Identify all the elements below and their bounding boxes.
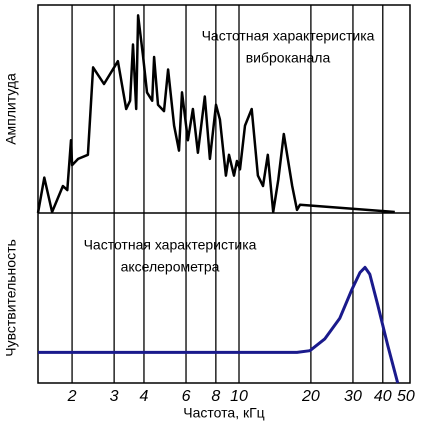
x-tick-label: 6 bbox=[182, 388, 191, 405]
data-line bbox=[36, 14, 395, 214]
x-tick-label: 10 bbox=[230, 388, 248, 405]
frame bbox=[37, 4, 411, 384]
x-tick-label: 30 bbox=[344, 388, 362, 405]
x-tick-label: 2 bbox=[67, 388, 77, 405]
x-tick-label: 50 bbox=[397, 388, 415, 405]
annotation: акселерометра bbox=[121, 259, 220, 275]
annotation: Частотная характеристика bbox=[202, 28, 375, 44]
x-tick-label: 40 bbox=[374, 388, 392, 405]
data-line bbox=[38, 265, 400, 384]
annotation: виброканала bbox=[246, 50, 331, 66]
x-tick-label: 4 bbox=[140, 388, 149, 405]
y-axis-label: Амплитуда bbox=[3, 73, 19, 145]
x-tick-label: 20 bbox=[301, 388, 320, 405]
x-axis-label: Частота, кГц bbox=[183, 405, 264, 421]
x-tick-label: 3 bbox=[110, 388, 119, 405]
x-tick-label: 8 bbox=[211, 388, 220, 405]
annotation: Частотная характеристика bbox=[84, 237, 257, 253]
y-axis-label: Чувствительность bbox=[3, 239, 19, 357]
